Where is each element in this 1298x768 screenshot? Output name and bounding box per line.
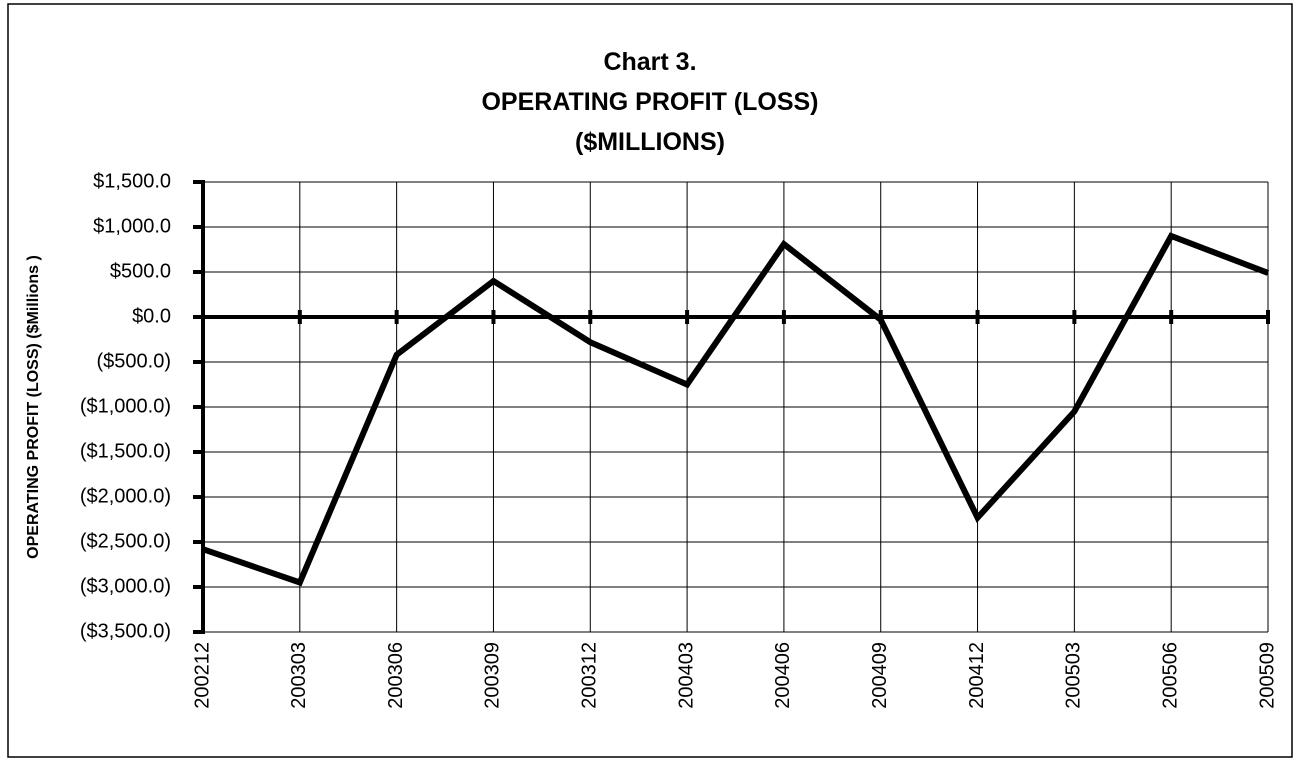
x-tick-label: 200303 xyxy=(288,642,310,709)
x-tick-label: 200412 xyxy=(966,642,988,709)
x-tick-label: 200503 xyxy=(1063,642,1085,709)
x-tick-label: 200306 xyxy=(385,642,407,709)
chart-title: OPERATING PROFIT (LOSS) xyxy=(481,88,818,116)
y-tick-label: ($1,500.0) xyxy=(80,440,171,462)
chart-title: Chart 3. xyxy=(603,48,696,76)
x-tick-label: 200506 xyxy=(1159,642,1181,709)
y-tick-label: $500.0 xyxy=(110,260,171,282)
x-tick-label: 200309 xyxy=(482,642,504,709)
y-axis-label: OPERATING PROFIT (LOSS) ($Millions ) xyxy=(25,255,42,559)
x-tick-label: 200509 xyxy=(1256,642,1278,709)
y-tick-label: ($3,000.0) xyxy=(80,575,171,597)
x-tick-label: 200312 xyxy=(579,642,601,709)
x-tick-label: 200212 xyxy=(191,642,213,709)
data-line xyxy=(202,232,1270,587)
y-tick-label: ($1,000.0) xyxy=(80,395,171,417)
chart-title: ($MILLIONS) xyxy=(575,128,725,156)
y-tick-label: ($2,500.0) xyxy=(80,530,171,552)
x-tick-label: 200406 xyxy=(772,642,794,709)
y-tick-label: $1,000.0 xyxy=(93,215,171,237)
x-tick-label: 200409 xyxy=(869,642,891,709)
x-tick-label: 200403 xyxy=(675,642,697,709)
y-tick-label: ($2,000.0) xyxy=(80,485,171,507)
y-tick-label: $1,500.0 xyxy=(93,170,171,192)
y-tick-label: ($3,500.0) xyxy=(80,620,171,642)
y-tick-label: ($500.0) xyxy=(97,350,172,372)
y-tick-label: $0.0 xyxy=(132,305,171,327)
